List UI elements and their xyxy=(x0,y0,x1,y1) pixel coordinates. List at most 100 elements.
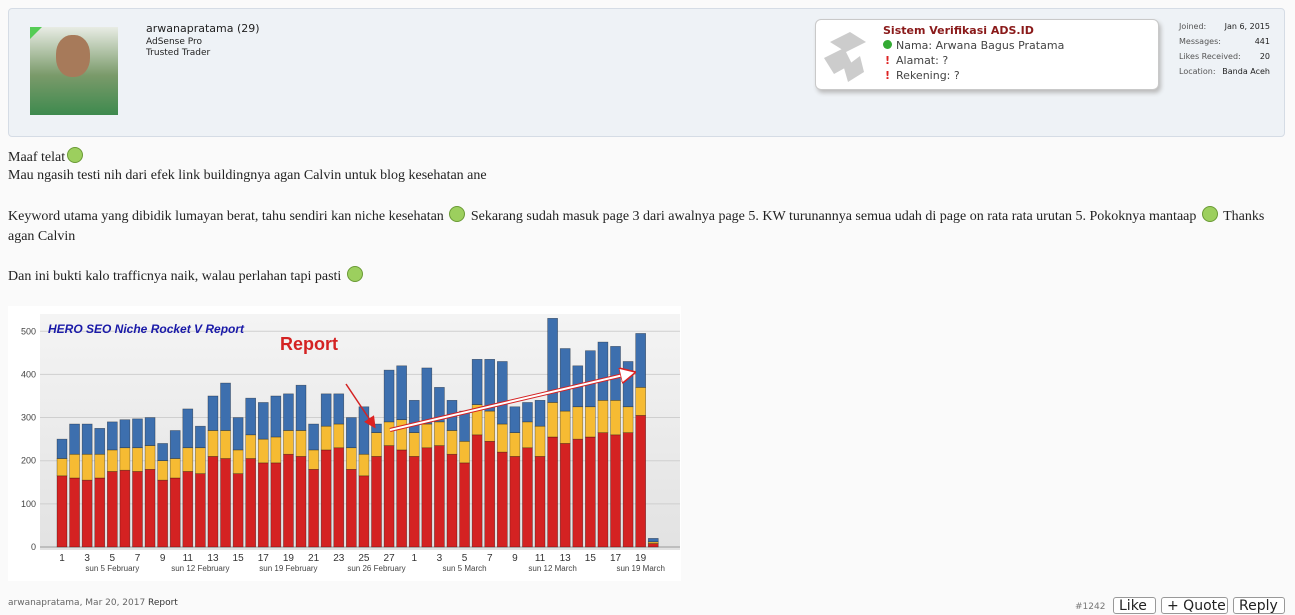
stat-label: Messages: xyxy=(1179,37,1221,46)
bar-segment xyxy=(69,477,80,548)
x-tick-label: 1 xyxy=(411,553,417,564)
bar-segment xyxy=(496,451,508,548)
post-meta: arwanapratama, Mar 20, 2017 xyxy=(8,598,146,608)
bar-segment xyxy=(383,421,395,446)
x-tick-label: 3 xyxy=(84,553,90,564)
bar-segment xyxy=(56,475,68,548)
post-number[interactable]: #1242 xyxy=(1075,602,1106,612)
bar-segment xyxy=(635,387,646,416)
bar-segment xyxy=(446,453,458,548)
avatar[interactable] xyxy=(30,27,118,115)
x-week-label: sun 19 February xyxy=(259,564,317,573)
x-tick-label: 17 xyxy=(610,553,622,564)
bar-segment xyxy=(232,417,244,451)
bar-segment xyxy=(107,421,118,451)
bar-segment xyxy=(195,473,206,548)
x-tick-label: 13 xyxy=(560,553,572,564)
bar-segment xyxy=(257,438,269,464)
bar-segment xyxy=(346,417,357,449)
bar-segment xyxy=(81,423,93,455)
y-tick-label: 100 xyxy=(21,499,36,509)
verification-line: Nama: Arwana Bagus Pratama xyxy=(883,39,1064,52)
x-tick-label: 7 xyxy=(135,553,141,564)
bar-segment xyxy=(522,447,533,548)
x-tick-label: 11 xyxy=(535,553,546,564)
like-button[interactable]: Like xyxy=(1113,597,1156,614)
bar-segment xyxy=(446,430,458,455)
bar-segment xyxy=(358,453,370,477)
bar-segment xyxy=(547,436,558,548)
bar-segment xyxy=(107,471,118,548)
bar-segment xyxy=(132,471,143,548)
bar-segment xyxy=(132,447,143,472)
bar-segment xyxy=(585,350,596,408)
bar-segment xyxy=(245,458,256,548)
x-tick-label: 13 xyxy=(207,553,219,564)
bar-segment xyxy=(647,543,659,548)
x-tick-label: 21 xyxy=(308,553,320,564)
bar-segment xyxy=(585,406,596,438)
bar-segment xyxy=(257,402,269,440)
bar-segment xyxy=(283,453,294,548)
verification-text: Alamat: ? xyxy=(896,54,949,67)
bar-segment xyxy=(496,423,508,453)
bar-segment xyxy=(622,361,634,408)
bar-segment xyxy=(396,449,407,548)
bar-segment xyxy=(56,458,68,477)
x-tick-label: 19 xyxy=(283,553,295,564)
bar-segment xyxy=(434,421,445,446)
bar-segment xyxy=(421,367,433,425)
bar-segment xyxy=(572,406,584,440)
bar-segment xyxy=(383,369,395,423)
bar-segment xyxy=(333,447,345,548)
bar-segment xyxy=(346,469,357,548)
x-week-label: sun 5 February xyxy=(85,564,139,573)
x-tick-label: 9 xyxy=(512,553,518,564)
bar-segment xyxy=(295,456,307,548)
bar-segment xyxy=(597,432,609,548)
bar-segment xyxy=(195,425,206,449)
bar-segment xyxy=(69,453,80,479)
bar-segment xyxy=(283,430,294,455)
bar-segment xyxy=(371,456,382,548)
bar-segment xyxy=(94,453,106,479)
report-link[interactable]: Report xyxy=(148,598,178,608)
bar-segment xyxy=(597,341,609,401)
quote-button[interactable]: + Quote xyxy=(1161,597,1228,614)
stat-value: Jan 6, 2015 xyxy=(1224,22,1270,31)
bar-segment xyxy=(333,393,345,425)
bar-segment xyxy=(308,469,319,548)
bar-segment xyxy=(383,445,395,548)
bar-segment xyxy=(610,434,621,548)
bar-segment xyxy=(308,423,319,451)
verification-line: ! Rekening: ? xyxy=(885,69,960,82)
bar-segment xyxy=(434,445,445,548)
bar-segment xyxy=(320,425,332,451)
username[interactable]: arwanapratama xyxy=(146,22,234,35)
x-week-label: sun 12 February xyxy=(171,564,229,573)
x-week-label: sun 12 March xyxy=(528,564,576,573)
x-tick-label: 3 xyxy=(437,553,443,564)
bar-segment xyxy=(371,432,382,457)
bar-segment xyxy=(320,449,332,548)
bar-segment xyxy=(157,443,168,462)
bar-segment xyxy=(484,410,496,442)
bar-segment xyxy=(56,438,68,459)
bar-segment xyxy=(270,436,282,464)
post-line: Mau ngasih testi nih dari efek link buil… xyxy=(8,168,487,183)
bar-segment xyxy=(572,438,584,548)
bar-segment xyxy=(471,434,483,548)
bar-segment xyxy=(308,449,319,470)
bar-segment xyxy=(408,456,420,548)
verification-icon xyxy=(824,32,866,82)
verification-text: Rekening: ? xyxy=(896,69,960,82)
y-tick-label: 200 xyxy=(21,456,36,466)
bar-segment xyxy=(107,449,118,472)
bar-segment xyxy=(534,456,546,548)
post-line: Maaf telat xyxy=(8,147,1283,168)
verification-text: Nama: Arwana Bagus Pratama xyxy=(896,39,1065,52)
bar-segment xyxy=(270,395,282,438)
reply-button[interactable]: Reply xyxy=(1233,597,1285,614)
x-tick-label: 9 xyxy=(160,553,166,564)
bar-segment xyxy=(509,432,521,457)
